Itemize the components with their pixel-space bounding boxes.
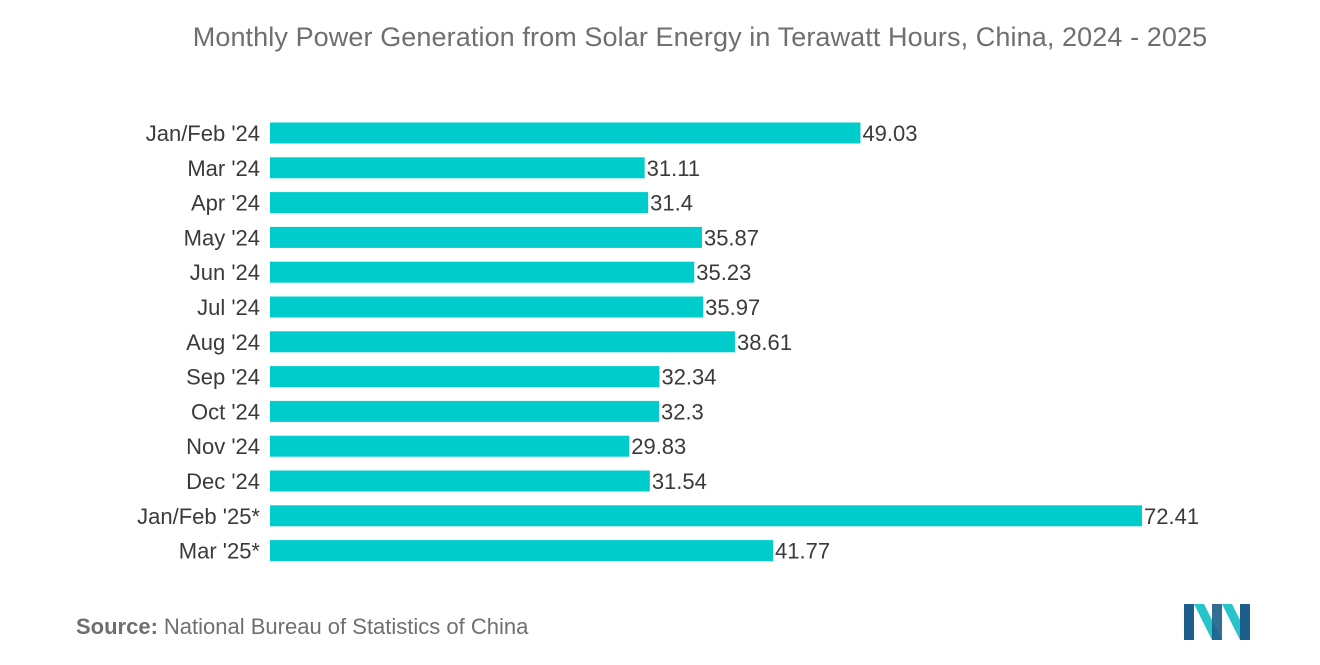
bar	[270, 470, 650, 492]
bar	[270, 226, 702, 248]
category-label: Jul '24	[197, 295, 260, 320]
data-label: 35.23	[696, 260, 751, 285]
data-label: 41.77	[775, 539, 830, 564]
bar	[270, 435, 630, 457]
bar	[270, 296, 704, 318]
source-text: National Bureau of Statistics of China	[163, 614, 529, 639]
source-note: Source: National Bureau of Statistics of …	[76, 614, 528, 640]
bar	[270, 540, 774, 562]
data-label: 38.61	[737, 330, 792, 355]
data-label: 29.83	[631, 434, 686, 459]
category-label: Jan/Feb '24	[146, 121, 260, 146]
data-label: 31.54	[652, 469, 707, 494]
data-label: 31.11	[647, 156, 700, 181]
mordor-intelligence-logo-icon	[1184, 604, 1250, 640]
category-label: Mar '24	[187, 156, 260, 181]
category-label: Jan/Feb '25*	[137, 504, 260, 529]
category-label: Oct '24	[191, 399, 260, 424]
category-label: May '24	[184, 225, 260, 250]
bar	[270, 192, 649, 214]
data-label: 32.3	[661, 399, 704, 424]
data-label: 35.87	[704, 225, 759, 250]
category-label: Dec '24	[186, 469, 260, 494]
bar	[270, 261, 695, 283]
bar	[270, 157, 645, 179]
data-label: 49.03	[862, 121, 917, 146]
bar	[270, 366, 660, 388]
bar	[270, 505, 1142, 527]
category-label: Aug '24	[186, 330, 260, 355]
source-label: Source:	[76, 614, 158, 639]
category-label: Mar '25*	[179, 539, 261, 564]
data-label: 72.41	[1144, 504, 1199, 529]
data-label: 31.4	[650, 191, 693, 216]
bar	[270, 400, 659, 422]
chart-title: Monthly Power Generation from Solar Ener…	[192, 22, 1208, 52]
category-label: Sep '24	[186, 365, 260, 390]
data-label: 35.97	[705, 295, 760, 320]
bar	[270, 122, 861, 144]
category-label: Nov '24	[186, 434, 260, 459]
category-label: Apr '24	[191, 191, 260, 216]
category-label: Jun '24	[190, 260, 260, 285]
bar	[270, 331, 735, 353]
data-label: 32.34	[661, 365, 716, 390]
